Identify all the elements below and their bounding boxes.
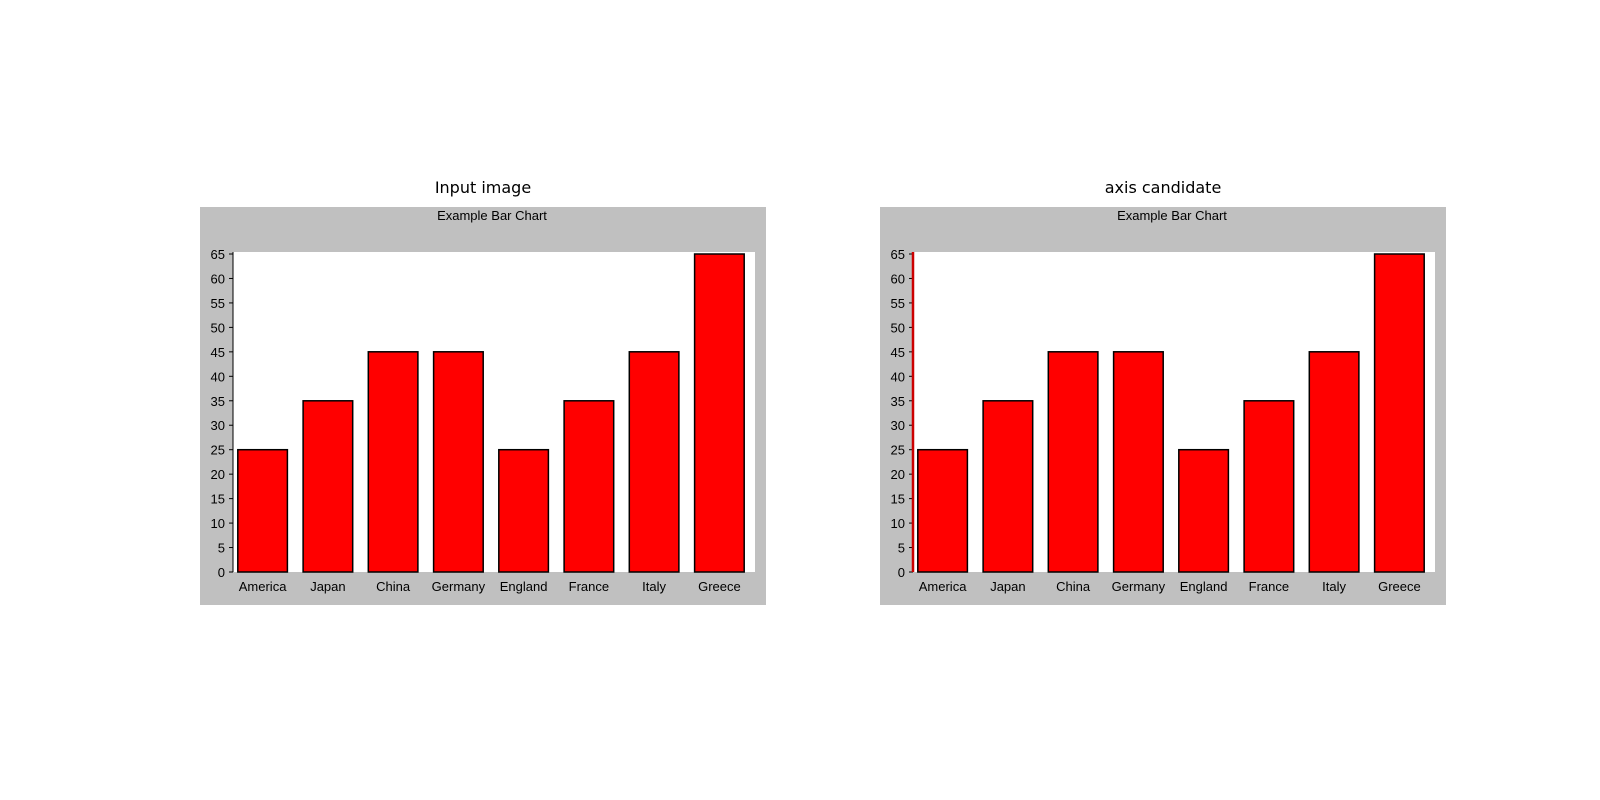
y-tick-label: 55 (211, 296, 225, 311)
bar (1178, 448, 1230, 573)
x-tick-label: France (569, 579, 609, 594)
y-tick-label: 30 (211, 418, 225, 433)
bar (432, 351, 484, 573)
x-tick-label: Italy (1322, 579, 1346, 594)
y-tick-label: 50 (891, 320, 905, 335)
panel-title-axis-candidate: axis candidate (1104, 178, 1222, 197)
y-tick-label: 35 (211, 394, 225, 409)
bar (498, 448, 550, 573)
y-tick-label: 20 (891, 467, 905, 482)
bar (917, 448, 969, 573)
y-tick-label: 40 (211, 369, 225, 384)
bar (628, 351, 680, 573)
y-tick-label: 55 (891, 296, 905, 311)
y-tick-label: 60 (891, 271, 905, 286)
y-tick-label: 0 (898, 565, 905, 580)
y-tick-label: 10 (891, 516, 905, 531)
y-tick-label: 25 (211, 443, 225, 458)
x-tick-label: Italy (642, 579, 666, 594)
x-tick-label: Japan (990, 579, 1025, 594)
chart-title: Example Bar Chart (437, 208, 547, 223)
x-tick-label: Greece (1378, 579, 1421, 594)
y-tick-label: 10 (211, 516, 225, 531)
panel-title-input: Input image (434, 178, 532, 197)
y-tick-label: 15 (891, 492, 905, 507)
x-tick-label: England (500, 579, 548, 594)
bar (237, 448, 289, 573)
x-tick-label: Greece (698, 579, 741, 594)
bar (563, 400, 615, 573)
bar (693, 253, 745, 573)
y-tick-label: 65 (891, 247, 905, 262)
y-axis: 0 5 10 15 20 25 30 35 40 45 50 55 60 65 (891, 247, 915, 580)
bar (1373, 253, 1425, 573)
bar (367, 351, 419, 573)
y-tick-label: 20 (211, 467, 225, 482)
x-axis: America Japan China Germany England France Ita… (919, 579, 1421, 594)
bar (982, 400, 1034, 573)
y-tick-label: 45 (891, 345, 905, 360)
y-tick-label: 60 (211, 271, 225, 286)
bar-chart-input: Example Bar Chart 0 5 10 15 20 25 30 35 40 45 50 55… (200, 207, 766, 605)
chart-title: Example Bar Chart (1117, 208, 1227, 223)
bars-group (237, 253, 745, 573)
x-tick-label: France (1249, 579, 1289, 594)
x-tick-label: Germany (432, 579, 486, 594)
x-axis: America Japan China Germany England France Ita… (239, 579, 741, 594)
x-tick-label: Japan (310, 579, 345, 594)
bar (1112, 351, 1164, 573)
y-tick-label: 30 (891, 418, 905, 433)
y-tick-label: 15 (211, 492, 225, 507)
bar (302, 400, 354, 573)
y-tick-label: 40 (891, 369, 905, 384)
bars-group (917, 253, 1425, 573)
x-tick-label: America (919, 579, 967, 594)
bar (1047, 351, 1099, 573)
y-tick-label: 5 (218, 541, 225, 556)
bar (1243, 400, 1295, 573)
y-tick-label: 5 (898, 541, 905, 556)
x-tick-label: China (376, 579, 411, 594)
bar-chart-axis-candidate: Example Bar Chart 0 5 10 15 20 25 30 35 40 45 50 55… (880, 207, 1446, 605)
y-tick-label: 65 (211, 247, 225, 262)
bar (1308, 351, 1360, 573)
x-tick-label: England (1180, 579, 1228, 594)
y-axis: 0 5 10 15 20 25 30 35 40 45 50 55 60 65 (211, 247, 234, 580)
y-tick-label: 0 (218, 565, 225, 580)
x-tick-label: China (1056, 579, 1091, 594)
y-tick-label: 25 (891, 443, 905, 458)
x-tick-label: Germany (1112, 579, 1166, 594)
y-tick-label: 50 (211, 320, 225, 335)
y-tick-label: 35 (891, 394, 905, 409)
y-tick-label: 45 (211, 345, 225, 360)
x-tick-label: America (239, 579, 287, 594)
